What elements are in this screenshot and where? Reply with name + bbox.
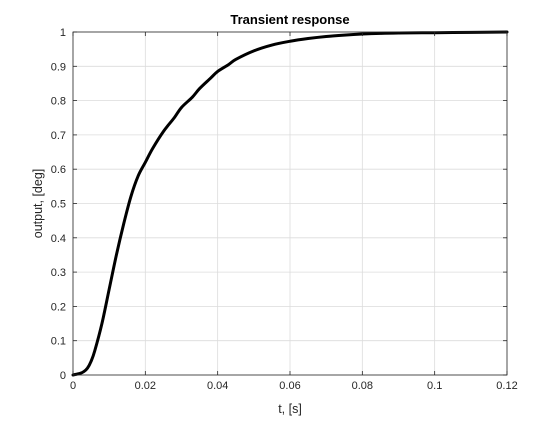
x-tick-label: 0 (70, 380, 76, 392)
x-axis-label: t, [s] (278, 402, 302, 416)
y-axis-label: output, [deg] (31, 169, 45, 239)
x-tick-label: 0.02 (135, 380, 156, 392)
ticks (72, 31, 508, 376)
y-tick-label: 0.5 (51, 199, 66, 211)
y-tick-label: 1 (60, 27, 66, 39)
y-tick-label: 0.2 (51, 301, 66, 313)
x-tick-label: 0.04 (207, 380, 228, 392)
x-tick-label: 0.08 (352, 380, 373, 392)
series-line (71, 30, 509, 377)
y-tick-labels: 0 0.1 0.2 0.3 0.4 0.5 0.6 0.7 0.8 0.9 1 (51, 27, 66, 382)
y-tick-label: 0.9 (51, 61, 66, 73)
y-tick-label: 0.3 (51, 267, 66, 279)
y-tick-label: 0.1 (51, 336, 66, 348)
x-tick-label: 0.12 (496, 380, 517, 392)
data-layer (71, 30, 509, 377)
y-tick-label: 0.7 (51, 130, 66, 142)
chart-title: Transient response (230, 12, 349, 27)
y-tick-label: 0.8 (51, 96, 66, 108)
x-tick-label: 0.06 (279, 380, 300, 392)
y-tick-label: 0.6 (51, 164, 66, 176)
x-tick-labels: 0 0.02 0.04 0.06 0.08 0.1 0.12 (70, 380, 518, 392)
x-tick-label: 0.1 (427, 380, 442, 392)
y-tick-label: 0.4 (51, 233, 66, 245)
y-tick-label: 0 (60, 370, 66, 382)
